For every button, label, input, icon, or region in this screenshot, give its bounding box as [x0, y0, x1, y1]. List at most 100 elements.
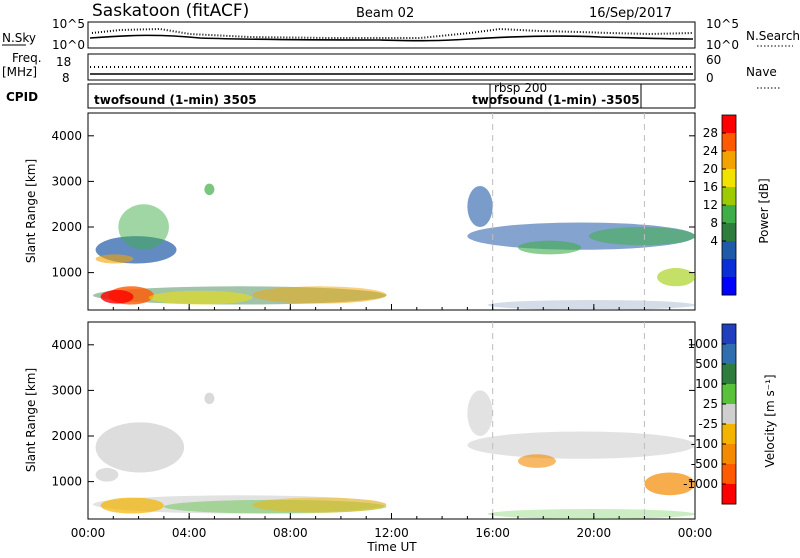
colorbar-tick-label: 12 [703, 198, 718, 212]
noise-left-tick-bottom: 10^0 [52, 38, 85, 52]
colorbar-tick-label: -25 [698, 417, 718, 431]
x-axis: 00:00 04:00 08:00 12:00 16:00 20:00 00:00 [71, 304, 713, 540]
colorbar-swatch [722, 277, 736, 296]
echo-region [100, 289, 134, 304]
colorbar-swatch [722, 169, 736, 188]
echo-region [252, 497, 387, 513]
echo-region [252, 286, 387, 304]
noise-right-label: N.Search [746, 29, 800, 43]
colorbar-tick-label: -100 [691, 437, 718, 451]
cpid-entry-1: twofsound (1-min) 3505 [94, 93, 257, 107]
freq-left-tick-top: 18 [56, 55, 71, 69]
colorbar-swatch [722, 259, 736, 278]
colorbar-swatch [722, 444, 736, 465]
colorbar-tick-label: 20 [703, 162, 718, 176]
x-tick-label: 00:00 [678, 526, 713, 540]
velocity-ylabel: Slant Range [km] [24, 368, 38, 472]
echo-region [517, 240, 582, 255]
echo-region [487, 299, 695, 310]
noise-panel: N.Sky 10^5 10^0 10^5 10^0 N.Search [2, 17, 800, 52]
y-tick-label: 4000 [51, 338, 82, 352]
noise-right-tick-top: 10^5 [706, 17, 739, 31]
colorbar-swatch [722, 241, 736, 260]
colorbar-tick-label: 100 [695, 377, 718, 391]
colorbar-swatch [722, 223, 736, 242]
colorbar-swatch [722, 344, 736, 365]
colorbar-swatch [722, 364, 736, 385]
cpid-entry-2: rbsp 200 [494, 81, 547, 95]
colorbar-swatch [722, 151, 736, 170]
freq-right-label: Nave [746, 65, 777, 79]
cpid-label: CPID [6, 90, 38, 104]
cpid-entry-3: twofsound (1-min) -3505 [472, 93, 640, 107]
colorbar-swatch [722, 404, 736, 425]
freq-left-tick-bottom: 8 [62, 71, 70, 85]
colorbar-swatch [722, 133, 736, 152]
colorbar-tick-label: 500 [695, 357, 718, 371]
freq-left-label-1: Freq. [12, 51, 42, 65]
power-ylabel: Slant Range [km] [24, 159, 38, 263]
cpid-panel: CPID twofsound (1-min) 3505 rbsp 200 two… [6, 81, 696, 109]
x-tick-label: 08:00 [273, 526, 308, 540]
colorbar-swatch [722, 424, 736, 445]
colorbar-tick-label: 16 [703, 180, 718, 194]
echo-region [100, 497, 164, 514]
echo-region [95, 422, 185, 473]
colorbar-tick-label: 25 [703, 397, 718, 411]
y-tick-label: 2000 [51, 220, 82, 234]
noise-left-tick-top: 10^5 [52, 17, 85, 31]
velocity-panel: 1000 2000 3000 4000 Slant Range [km] 1000 50… [24, 321, 777, 520]
echo-region [644, 472, 695, 496]
x-axis-label: Time UT [366, 540, 417, 554]
colorbar-tick-label: 8 [710, 216, 718, 230]
echo-region [517, 454, 556, 468]
power-colorbar-label: Power [dB] [757, 178, 771, 243]
colorbar-swatch [722, 115, 736, 134]
x-tick-label: 12:00 [374, 526, 409, 540]
y-tick-label: 1000 [51, 266, 82, 280]
echo-region [204, 392, 215, 405]
freq-right-tick-bottom: 0 [706, 71, 714, 85]
colorbar-swatch [722, 464, 736, 485]
y-tick-label: 4000 [51, 129, 82, 143]
colorbar-tick-label: -1000 [683, 477, 718, 491]
colorbar-tick-label: 28 [703, 126, 718, 140]
velocity-colorbar: 1000 500 100 25 -25 -100 -500 -1000 [683, 323, 737, 505]
power-markers [492, 113, 645, 310]
colorbar-tick-label: 1000 [687, 337, 718, 351]
echo-region [487, 508, 695, 519]
y-tick-label: 1000 [51, 475, 82, 489]
beam-title: Beam 02 [356, 6, 414, 21]
x-tick-label: 00:00 [71, 526, 106, 540]
freq-left-label-2: [MHz] [2, 65, 37, 79]
cpid-panel-frame [87, 83, 696, 109]
colorbar-swatch [722, 187, 736, 206]
velocity-y-axis: 1000 2000 3000 4000 [51, 338, 695, 489]
colorbar-tick-label: -500 [691, 457, 718, 471]
echo-region [467, 185, 493, 228]
power-data [93, 183, 695, 310]
noise-left-label: N.Sky [2, 31, 36, 45]
velocity-data [93, 390, 695, 519]
freq-panel-frame [87, 53, 696, 81]
colorbar-swatch [722, 384, 736, 405]
power-y-axis: 1000 2000 3000 4000 [51, 129, 695, 280]
power-panel: 1000 2000 3000 4000 Slant Range [km] 28 24 20… [24, 112, 771, 311]
echo-region [95, 467, 119, 482]
y-tick-label: 3000 [51, 174, 82, 188]
power-colorbar: 28 24 20 16 12 8 4 [703, 114, 737, 296]
power-panel-frame [87, 112, 696, 311]
x-tick-label: 04:00 [172, 526, 207, 540]
velocity-panel-frame [87, 321, 696, 520]
echo-region [118, 204, 169, 250]
echo-region [467, 431, 695, 459]
freq-right-tick-top: 60 [706, 53, 721, 67]
colorbar-swatch [722, 324, 736, 345]
colorbar-tick-label: 4 [710, 234, 718, 248]
y-tick-label: 2000 [51, 429, 82, 443]
y-tick-label: 3000 [51, 383, 82, 397]
freq-panel: Freq. [MHz] 18 8 60 0 Nave [2, 51, 781, 89]
echo-region [95, 254, 134, 264]
x-tick-label: 20:00 [577, 526, 612, 540]
